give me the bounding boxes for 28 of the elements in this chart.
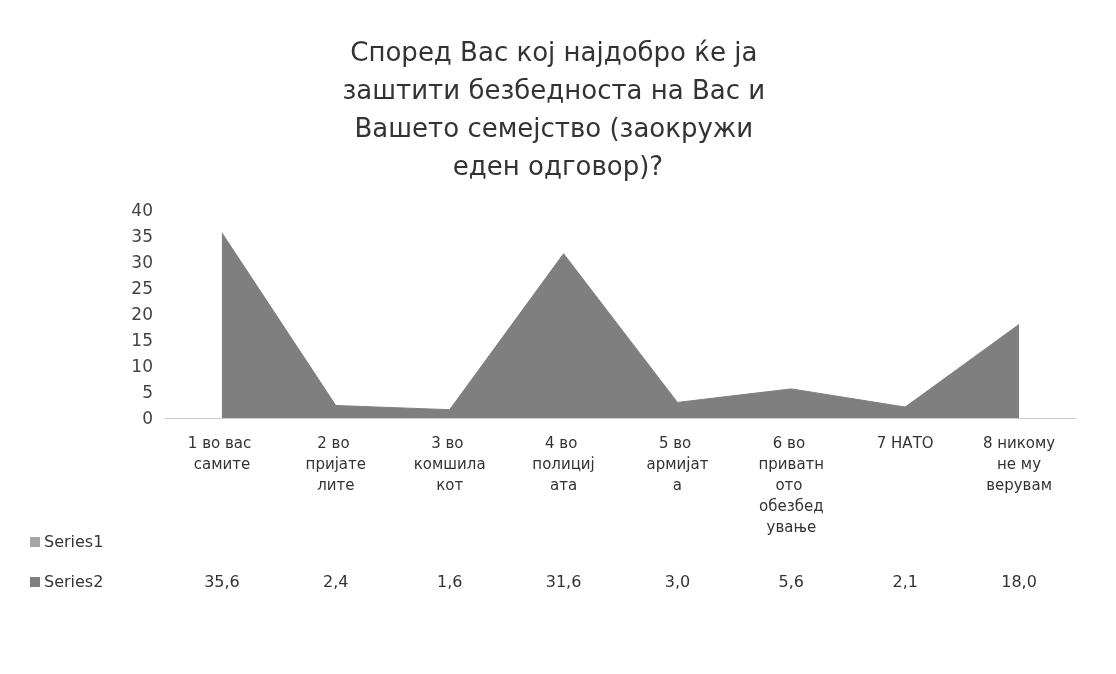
- legend-label: Series2: [43, 572, 104, 591]
- x-tick-label: 1 во вас самите: [187, 433, 257, 473]
- data-label: 3,0: [664, 572, 691, 591]
- y-tick-label: 15: [131, 330, 153, 350]
- x-tick-label: 5 во армијата: [646, 433, 709, 494]
- y-tick-label: 20: [131, 304, 153, 324]
- y-tick-label: 30: [131, 252, 153, 272]
- y-tick-label: 25: [131, 278, 153, 298]
- y-tick-label: 10: [131, 356, 153, 376]
- legend-label: Series1: [43, 532, 104, 551]
- data-label: 35,6: [204, 572, 240, 591]
- y-tick-label: 5: [142, 382, 153, 402]
- x-tick-label: 4 во полицијата: [532, 433, 595, 494]
- data-label: 1,6: [436, 572, 463, 591]
- x-tick-label: 8 никому не му верувам: [982, 433, 1056, 494]
- x-tick-label: 3 во комшилакот: [413, 433, 486, 494]
- y-tick-label: 35: [131, 226, 153, 246]
- x-tick-label: 6 во приватното обезбедување: [758, 433, 825, 536]
- x-tick-label: 2 во пријателите: [305, 433, 367, 494]
- data-label: 2,1: [892, 572, 918, 591]
- data-label: 31,6: [545, 572, 582, 591]
- data-label: 2,4: [323, 572, 349, 591]
- y-tick-label: 0: [142, 408, 153, 428]
- data-label: 5,6: [778, 572, 805, 591]
- y-tick-label: 40: [131, 200, 153, 220]
- x-tick-label: 7 НАТО: [876, 433, 934, 452]
- chart-title: Според Вас кој најдобро ќе ја заштити безбедноста на Вас и Вашето семејство (заокружи еден одговор)?: [342, 37, 774, 181]
- data-label: 18,0: [1001, 572, 1037, 591]
